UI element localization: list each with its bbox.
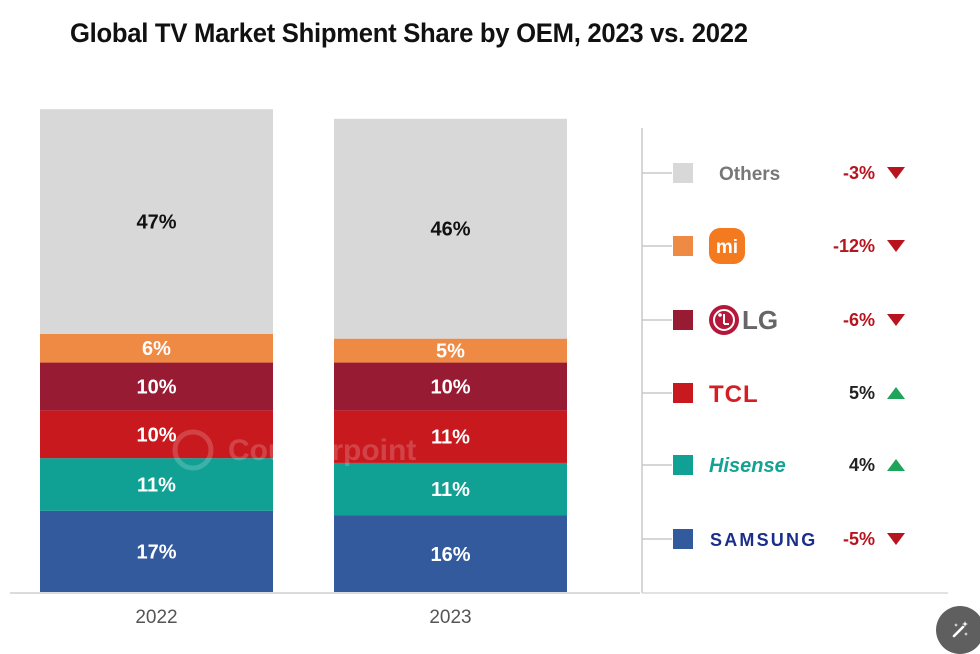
lg-logo-icon: LG <box>709 305 778 335</box>
data-label-samsung-2022: 17% <box>136 541 176 563</box>
legend-change-xiaomi: -12% <box>833 236 875 256</box>
data-label-lg-2023: 10% <box>430 376 470 398</box>
bar-segment-lg-2022 <box>40 362 273 411</box>
xiaomi-logo-icon: mi <box>709 228 745 264</box>
bar-segment-lg-2023 <box>334 362 567 411</box>
arrow-down-icon <box>887 533 905 545</box>
legend-brand-hisense: Hisense <box>709 455 786 477</box>
watermark: Counterpoint <box>172 429 416 471</box>
svg-text:mi: mi <box>716 237 738 258</box>
watermark-logo-icon <box>172 429 214 471</box>
legend-brand-tcl: TCL <box>709 381 759 408</box>
arrow-down-icon <box>887 314 905 326</box>
legend-swatch-others <box>673 163 693 183</box>
bar-segment-others-2022 <box>40 109 273 334</box>
arrow-up-icon <box>887 459 905 471</box>
legend-swatch-lg <box>673 310 693 330</box>
legend-change-tcl: 5% <box>849 383 875 403</box>
x-tick-label-2022: 2022 <box>135 607 177 628</box>
legend-item-lg: LG -6% <box>642 305 905 335</box>
legend-swatch-xiaomi <box>673 236 693 256</box>
arrow-down-icon <box>887 240 905 252</box>
data-label-hisense-2022: 11% <box>137 474 176 496</box>
legend-item-tcl: TCL 5% <box>642 381 905 408</box>
data-label-tcl-2022: 10% <box>136 424 176 446</box>
data-label-xiaomi-2022: 6% <box>142 338 171 360</box>
data-label-samsung-2023: 16% <box>430 544 470 566</box>
data-label-hisense-2023: 11% <box>431 479 470 501</box>
legend-swatch-tcl <box>673 383 693 403</box>
bar-segment-tcl-2022 <box>40 410 273 459</box>
legend-change-lg: -6% <box>843 310 875 330</box>
legend-change-others: -3% <box>843 163 875 183</box>
chart-title: Global TV Market Shipment Share by OEM, … <box>70 18 748 48</box>
data-label-others-2022: 47% <box>136 212 176 234</box>
legend-change-hisense: 4% <box>849 455 875 475</box>
bar-segment-samsung-2022 <box>40 510 273 592</box>
legend-swatch-samsung <box>673 529 693 549</box>
bar-segment-hisense-2022 <box>40 458 273 511</box>
legend-brand-samsung: SAMSUNG <box>710 530 817 550</box>
x-tick-labels: 2022 2023 <box>135 607 471 628</box>
legend-brand-others: Others <box>719 164 780 185</box>
data-label-lg-2022: 10% <box>136 376 176 398</box>
arrow-up-icon <box>887 387 905 399</box>
magic-wand-button[interactable] <box>936 606 980 654</box>
legend-item-samsung: SAMSUNG -5% <box>642 529 905 550</box>
legend-change-samsung: -5% <box>843 529 875 549</box>
data-label-xiaomi-2023: 5% <box>436 341 465 363</box>
legend: Others -3% mi -12% LG -6% TCL 5% Hisense 4% SAMSUN… <box>642 163 905 550</box>
magic-wand-icon <box>952 621 968 638</box>
legend-item-xiaomi: mi -12% <box>642 228 905 264</box>
bars-group: 17% 11% 10% 10% 6% 47% 16% 11% 11% 10% 5% 46% <box>40 109 567 592</box>
bar-segment-xiaomi-2023 <box>334 338 567 363</box>
legend-item-hisense: Hisense 4% <box>642 455 905 477</box>
bar-segment-others-2023 <box>334 118 567 339</box>
x-tick-label-2023: 2023 <box>429 607 471 628</box>
bar-segment-hisense-2023 <box>334 462 567 516</box>
legend-brand-lg: LG <box>742 305 778 335</box>
legend-swatch-hisense <box>673 455 693 475</box>
bar-segment-tcl-2023 <box>334 410 567 463</box>
arrow-down-icon <box>887 167 905 179</box>
data-label-tcl-2023: 11% <box>431 427 470 449</box>
watermark-text: Counterpoint <box>228 434 416 467</box>
data-label-others-2023: 46% <box>430 219 470 241</box>
bar-segment-samsung-2023 <box>334 515 567 592</box>
bar-segment-xiaomi-2022 <box>40 333 273 363</box>
legend-item-others: Others -3% <box>642 163 905 185</box>
